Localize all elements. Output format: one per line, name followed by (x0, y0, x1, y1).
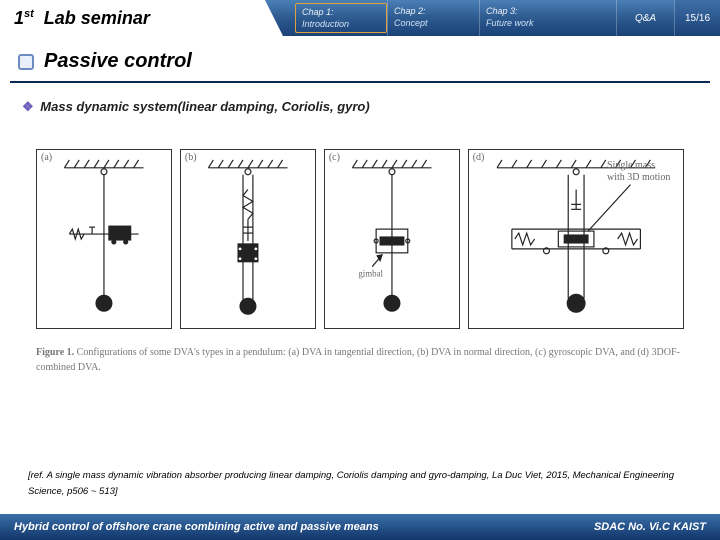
gimbal-label: gimbal (358, 269, 383, 279)
tab-chap2[interactable]: Chap 2: Concept (387, 0, 479, 36)
diagram-b (181, 150, 315, 328)
diagram-c: gimbal (325, 150, 459, 328)
tab-label: Future work (486, 18, 571, 30)
page-counter: 15/16 (674, 0, 720, 36)
reference-citation: [ref. A single mass dynamic vibration ab… (28, 468, 692, 500)
ordinal: 1st (14, 8, 34, 29)
tab-label: Introduction (302, 19, 386, 31)
figure-block: (a) (36, 149, 684, 394)
figure-caption: Figure 1. Configurations of some DVA's t… (36, 345, 684, 375)
section-title: Passive control (44, 50, 192, 73)
panel-label: (a) (41, 152, 52, 163)
tab-chap1[interactable]: Chap 1: Introduction (295, 3, 387, 33)
tab-chapter-label: Chap 2: (394, 6, 479, 18)
footer-right: SDAC No. Vi.C KAIST (594, 521, 706, 533)
panel-label: (d) (473, 152, 485, 163)
subsection-text: Mass dynamic system(linear damping, Cori… (40, 99, 369, 114)
qa-label: Q&A (635, 13, 656, 24)
tab-chap3[interactable]: Chap 3: Future work (479, 0, 571, 36)
tab-chapter-label: Chap 1: (302, 7, 386, 19)
figure-panel-a: (a) (36, 149, 172, 329)
top-right-block: Q&A 15/16 (616, 0, 720, 36)
tab-chapter-label: Chap 3: (486, 6, 571, 18)
figure-panels: (a) (36, 149, 684, 329)
section-bullet-icon (18, 54, 34, 70)
seminar-title: Lab seminar (44, 8, 150, 29)
tab-qa[interactable]: Q&A (616, 0, 674, 36)
side-note-line1: Single mass (607, 160, 687, 172)
panel-label: (c) (329, 152, 340, 163)
side-note-line2: with 3D motion (607, 172, 687, 184)
chapter-tabs: Chap 1: Introduction Chap 2: Concept Cha… (295, 0, 571, 36)
page-label: 15/16 (685, 13, 710, 24)
subsection-line: ❖ Mass dynamic system(linear damping, Co… (0, 83, 720, 123)
section-heading: Passive control (0, 36, 720, 81)
panel-label: (b) (185, 152, 197, 163)
diagram-a (37, 150, 171, 328)
footer-left: Hybrid control of offshore crane combini… (14, 521, 379, 533)
ordinal-suffix: st (24, 8, 34, 20)
diamond-bullet-icon: ❖ (22, 99, 34, 114)
side-note: Single mass with 3D motion (607, 160, 687, 184)
figure-panel-d: (d) Single mass with 3D motion (468, 149, 684, 329)
figure-panel-b: (b) (180, 149, 316, 329)
ordinal-number: 1 (14, 8, 24, 28)
tab-label: Concept (394, 18, 479, 30)
top-nav-bar: 1st Lab seminar Chap 1: Introduction Cha… (0, 0, 720, 36)
slide-title-block: 1st Lab seminar (0, 0, 265, 36)
caption-text: Configurations of some DVA's types in a … (36, 347, 680, 373)
caption-bold: Figure 1. (36, 347, 74, 358)
footer-bar: Hybrid control of offshore crane combini… (0, 514, 720, 540)
figure-panel-c: (c) gimbal (324, 149, 460, 329)
